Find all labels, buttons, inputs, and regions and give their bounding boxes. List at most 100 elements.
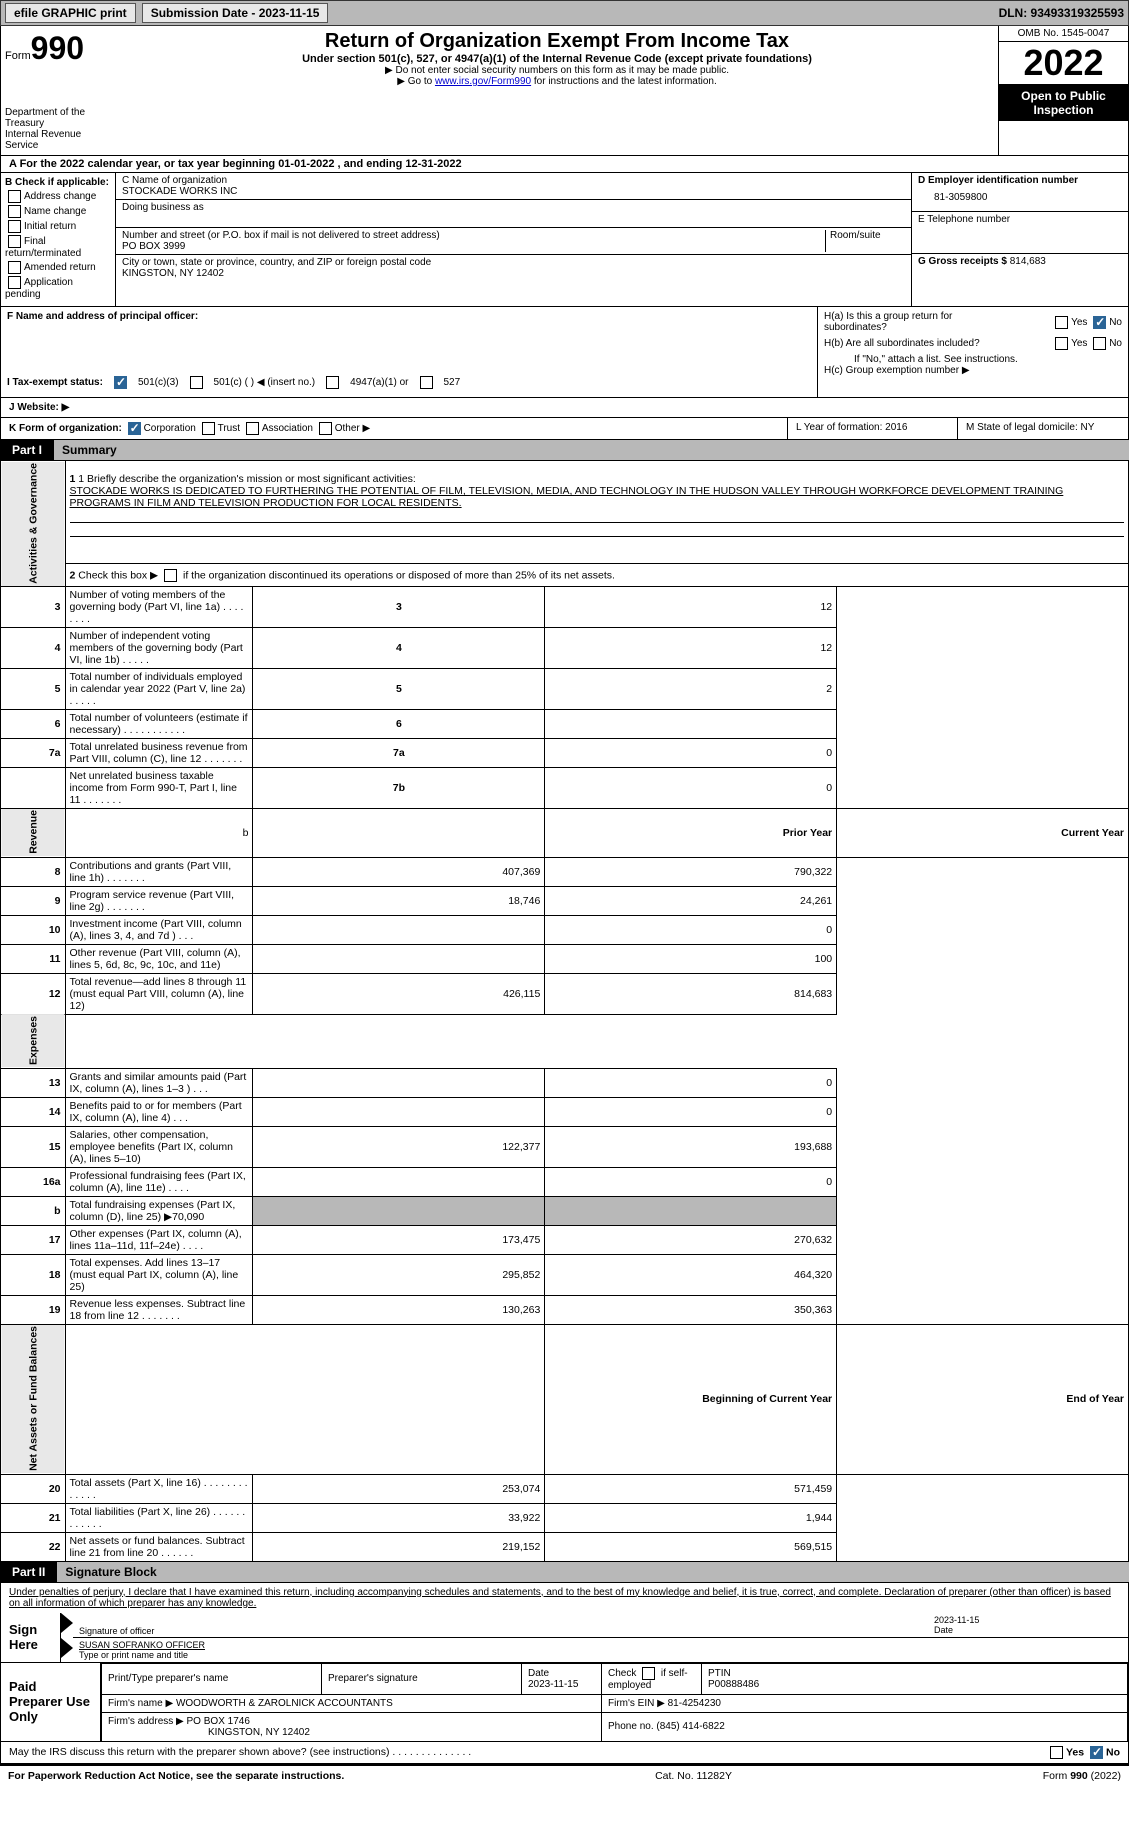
chk-corp[interactable] bbox=[128, 422, 141, 435]
type-name-label: Type or print name and title bbox=[79, 1650, 188, 1660]
chk-self-employed[interactable] bbox=[642, 1667, 655, 1680]
row-num: b bbox=[1, 1196, 66, 1225]
prep-sig-label: Preparer's signature bbox=[328, 1673, 418, 1684]
note-goto-pre: ▶ Go to bbox=[397, 76, 435, 87]
chk-assoc[interactable] bbox=[246, 422, 259, 435]
chk-hb-no[interactable] bbox=[1093, 337, 1106, 350]
i-label: I Tax-exempt status: bbox=[7, 377, 103, 388]
sig-date-label: Date bbox=[934, 1625, 953, 1635]
dba-label: Doing business as bbox=[122, 202, 905, 213]
firm-ein-label: Firm's EIN ▶ bbox=[608, 1698, 665, 1709]
prior-value: 18,746 bbox=[253, 886, 545, 915]
irs-link[interactable]: www.irs.gov/Form990 bbox=[435, 76, 531, 87]
chk-address[interactable] bbox=[8, 190, 21, 203]
row-text: Total revenue—add lines 8 through 11 (mu… bbox=[65, 973, 253, 1014]
row-text: Revenue less expenses. Subtract line 18 … bbox=[65, 1295, 253, 1324]
chk-pending[interactable] bbox=[8, 276, 21, 289]
firm-addr1: PO BOX 1746 bbox=[187, 1716, 250, 1727]
line-a: A For the 2022 calendar year, or tax yea… bbox=[0, 155, 1129, 173]
row-text: Benefits paid to or for members (Part IX… bbox=[65, 1097, 253, 1126]
lbl-4947: 4947(a)(1) or bbox=[350, 377, 408, 388]
row-box: 7a bbox=[253, 738, 545, 767]
chk-other[interactable] bbox=[319, 422, 332, 435]
firm-ein: 81-4254230 bbox=[668, 1698, 721, 1709]
form-header: Form990 Department of the Treasury Inter… bbox=[0, 26, 1129, 155]
row-num: 21 bbox=[1, 1503, 66, 1532]
section-fh: F Name and address of principal officer:… bbox=[0, 307, 1129, 398]
sign-here-label: Sign Here bbox=[1, 1613, 61, 1662]
prior-value bbox=[253, 944, 545, 973]
row-text: Net unrelated business taxable income fr… bbox=[65, 767, 253, 808]
chk-trust[interactable] bbox=[202, 422, 215, 435]
discuss-label: May the IRS discuss this return with the… bbox=[9, 1746, 471, 1759]
chk-name[interactable] bbox=[8, 205, 21, 218]
arrow-icon bbox=[61, 1613, 73, 1633]
row-text: Total liabilities (Part X, line 26) . . … bbox=[65, 1503, 253, 1532]
part1-header: Part I Summary bbox=[0, 440, 1129, 460]
row-num: 14 bbox=[1, 1097, 66, 1126]
footer-right: Form 990 (2022) bbox=[1043, 1770, 1121, 1782]
row-num: 8 bbox=[1, 857, 66, 886]
org-city: KINGSTON, NY 12402 bbox=[122, 268, 905, 279]
tax-year: 2022 bbox=[999, 42, 1128, 85]
tab-revenue: Revenue bbox=[1, 808, 66, 857]
toolbar: efile GRAPHIC print Submission Date - 20… bbox=[0, 0, 1129, 26]
chk-527[interactable] bbox=[420, 376, 433, 389]
row-num: 5 bbox=[1, 668, 66, 709]
row-value: 0 bbox=[545, 738, 837, 767]
row-value: 12 bbox=[545, 586, 837, 627]
line1-label: 1 1 Briefly describe the organization's … bbox=[70, 473, 1124, 485]
chk-4947[interactable] bbox=[326, 376, 339, 389]
prior-value bbox=[253, 1068, 545, 1097]
omb-number: OMB No. 1545-0047 bbox=[999, 26, 1128, 42]
submission-button[interactable]: Submission Date - 2023-11-15 bbox=[142, 3, 329, 23]
ein-label: D Employer identification number bbox=[918, 175, 1122, 186]
prior-value: 173,475 bbox=[253, 1225, 545, 1254]
current-value: 0 bbox=[545, 1167, 837, 1196]
firm-phone-label: Phone no. bbox=[608, 1721, 654, 1732]
dln-label: DLN: 93493319325593 bbox=[999, 6, 1124, 20]
row-num: 11 bbox=[1, 944, 66, 973]
l-year: L Year of formation: 2016 bbox=[788, 418, 958, 439]
firm-name: WOODWORTH & ZAROLNICK ACCOUNTANTS bbox=[176, 1698, 393, 1709]
prior-value: 130,263 bbox=[253, 1295, 545, 1324]
chk-initial[interactable] bbox=[8, 220, 21, 233]
discuss-no: No bbox=[1106, 1746, 1120, 1758]
footer-mid: Cat. No. 11282Y bbox=[655, 1770, 732, 1782]
irs-label: Internal Revenue Service bbox=[5, 129, 112, 151]
begin-value: 253,074 bbox=[253, 1474, 545, 1503]
hb-label: H(b) Are all subordinates included? bbox=[824, 338, 1004, 349]
chk-discuss-yes[interactable] bbox=[1050, 1746, 1063, 1759]
efile-button[interactable]: efile GRAPHIC print bbox=[5, 3, 136, 23]
row-text: Total expenses. Add lines 13–17 (must eq… bbox=[65, 1254, 253, 1295]
current-value: 0 bbox=[545, 1068, 837, 1097]
room-label: Room/suite bbox=[825, 230, 905, 252]
officer-name: SUSAN SOFRANKO OFFICER bbox=[79, 1640, 205, 1650]
row-num: 20 bbox=[1, 1474, 66, 1503]
shaded-cell bbox=[545, 1196, 837, 1225]
chk-ha-no[interactable] bbox=[1093, 316, 1106, 329]
ha-label: H(a) Is this a group return for subordin… bbox=[824, 311, 1004, 333]
m-state: M State of legal domicile: NY bbox=[958, 418, 1128, 439]
chk-discuss-no[interactable] bbox=[1090, 1746, 1103, 1759]
ha-yes: Yes bbox=[1071, 317, 1087, 328]
row-text: Other expenses (Part IX, column (A), lin… bbox=[65, 1225, 253, 1254]
line-j: J Website: ▶ bbox=[0, 398, 1129, 418]
chk-amended[interactable] bbox=[8, 261, 21, 274]
signature-block: Under penalties of perjury, I declare th… bbox=[0, 1582, 1129, 1764]
chk-501c3[interactable] bbox=[114, 376, 127, 389]
prep-name-label: Print/Type preparer's name bbox=[108, 1673, 228, 1684]
gross-value: 814,683 bbox=[1010, 256, 1046, 267]
chk-final[interactable] bbox=[8, 235, 21, 248]
chk-501c[interactable] bbox=[190, 376, 203, 389]
current-value: 790,322 bbox=[545, 857, 837, 886]
chk-ha-yes[interactable] bbox=[1055, 316, 1068, 329]
chk-discontinued[interactable] bbox=[164, 569, 177, 582]
chk-hb-yes[interactable] bbox=[1055, 337, 1068, 350]
row-value: 2 bbox=[545, 668, 837, 709]
mission-text: STOCKADE WORKS IS DEDICATED TO FURTHERIN… bbox=[70, 485, 1124, 509]
row-box: 7b bbox=[253, 767, 545, 808]
lbl-501c: 501(c) ( ) ◀ (insert no.) bbox=[214, 377, 316, 388]
line-k: K Form of organization: Corporation Trus… bbox=[0, 418, 1129, 440]
row-num: 17 bbox=[1, 1225, 66, 1254]
